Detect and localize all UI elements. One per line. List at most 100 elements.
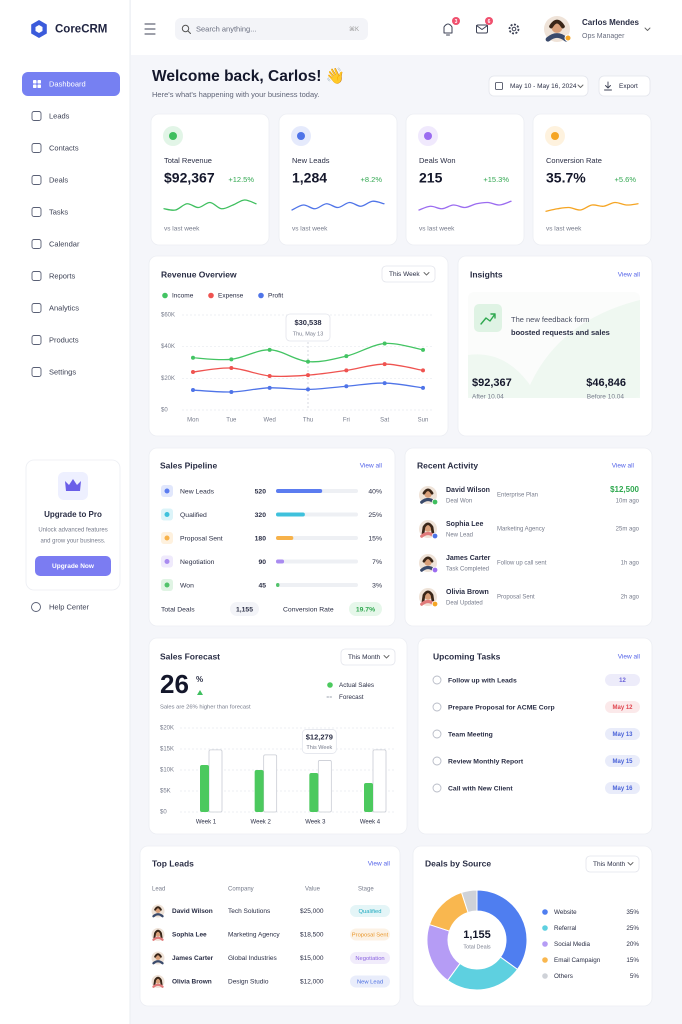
task-text[interactable]: Review Monthly Report — [448, 758, 524, 765]
kpi-sparkline — [163, 199, 257, 211]
view-all-link[interactable]: View all — [618, 654, 641, 661]
upgrade-title: Upgrade to Pro — [44, 510, 102, 519]
legend-swatch — [542, 957, 548, 963]
stage-name: New Leads — [180, 488, 215, 495]
due-pill — [605, 755, 640, 767]
x-tick-label: Week 3 — [305, 820, 326, 826]
avatar-hair — [154, 906, 162, 911]
search-box[interactable] — [175, 18, 368, 40]
view-all-link[interactable]: View all — [612, 463, 635, 470]
badge-count: 6 — [488, 19, 491, 25]
date-range: May 10 - May 16, 2024 — [510, 83, 577, 90]
x-tick-label: Week 1 — [196, 820, 217, 826]
gear-icon-center — [511, 26, 517, 32]
date-range-button[interactable] — [488, 75, 589, 97]
source-percent: 15% — [626, 957, 639, 964]
nav-item[interactable]: Tasks — [49, 207, 68, 216]
due-pill — [605, 782, 640, 794]
activity-time: 25m ago — [616, 527, 640, 533]
page-subtitle: Here's what's happening with your busine… — [152, 90, 319, 99]
view-all-link[interactable]: View all — [360, 463, 383, 470]
dropdown[interactable] — [381, 265, 436, 283]
insight-value: $46,846 — [586, 377, 626, 389]
activity-badge — [431, 498, 439, 506]
card — [532, 113, 652, 246]
forecast-bar — [208, 749, 223, 813]
avatar-body — [152, 936, 164, 941]
upgrade-button-label[interactable]: Upgrade Now — [52, 563, 95, 570]
x-tick-label: Wed — [264, 418, 276, 424]
nav-item[interactable]: Deals — [49, 175, 68, 184]
task-checkbox — [432, 675, 442, 685]
actual-bar — [364, 783, 373, 812]
export-label[interactable]: Export — [619, 83, 638, 90]
legend-swatch — [162, 292, 168, 299]
nav-item[interactable]: Settings — [49, 367, 76, 376]
donut-total-label: Total Deals — [463, 944, 490, 950]
nav-item[interactable]: Contacts — [49, 143, 79, 152]
nav-item[interactable]: Analytics — [49, 303, 79, 312]
card — [150, 113, 270, 246]
legend-label: Forecast — [339, 694, 364, 701]
tooltip-date: Thu, May 13 — [293, 331, 324, 337]
view-all-link[interactable]: View all — [618, 272, 641, 279]
donut-slice — [460, 889, 478, 914]
export-icon — [604, 81, 612, 91]
avatar-hair — [422, 488, 434, 495]
tooltip-label: This Week — [306, 745, 332, 751]
lead-value: $25,000 — [300, 908, 324, 915]
nav-icon — [31, 175, 42, 185]
kpi-note: vs last week — [164, 226, 200, 233]
stage-bar — [276, 536, 294, 540]
task-text[interactable]: Follow up with Leads — [448, 677, 517, 684]
task-text[interactable]: Call with New Client — [448, 785, 513, 792]
y-tick-label: $10K — [160, 768, 174, 774]
nav-active[interactable] — [22, 72, 120, 96]
task-text[interactable]: Team Meeting — [448, 731, 493, 738]
stage-count: 90 — [258, 559, 266, 566]
card-title: Revenue Overview — [161, 269, 237, 279]
trend-up-icon — [197, 690, 203, 695]
kpi-icon — [424, 132, 432, 140]
kpi-label: Total Revenue — [164, 156, 212, 165]
user-name: Carlos Mendes — [582, 18, 639, 27]
nav-item[interactable]: Dashboard — [49, 79, 86, 88]
help-link[interactable]: Help Center — [49, 602, 90, 611]
legend-swatch — [258, 292, 264, 299]
stage-pill — [350, 975, 390, 988]
y-tick-label: $5K — [160, 789, 171, 795]
tooltip-value: $12,279 — [306, 732, 333, 741]
kpi-sparkline — [291, 200, 385, 211]
card — [412, 845, 653, 1007]
chevron — [627, 862, 634, 866]
activity-amount: $12,500 — [610, 485, 639, 494]
dropdown[interactable] — [340, 648, 396, 666]
dropdown[interactable] — [585, 855, 640, 873]
lead-name: David Wilson — [172, 908, 213, 915]
x-tick-label: Sat — [380, 418, 389, 424]
nav-item[interactable]: Leads — [49, 111, 70, 120]
nav-icon — [33, 84, 37, 88]
upgrade-button[interactable] — [35, 556, 111, 576]
chevron — [423, 272, 430, 276]
insight-value-label: After 10.04 — [472, 394, 504, 401]
activity-name: James Carter — [446, 555, 491, 562]
gear-icon — [508, 23, 520, 35]
lead-value: $15,000 — [300, 955, 324, 962]
nav-item[interactable]: Products — [49, 335, 79, 344]
tooltip — [285, 313, 331, 342]
stage-name: Negotiation — [180, 559, 215, 566]
forecast-headline: 26 — [160, 669, 189, 699]
stage-name: Proposal Sent — [180, 535, 223, 542]
view-all-link[interactable]: View all — [368, 861, 391, 868]
nav-item[interactable]: Reports — [49, 271, 76, 280]
export-button[interactable] — [598, 75, 651, 97]
nav-item[interactable]: Calendar — [49, 239, 80, 248]
forecast-bar — [263, 754, 278, 813]
task-text[interactable]: Prepare Proposal for ACME Corp — [448, 704, 555, 711]
kpi-label: Conversion Rate — [546, 156, 602, 165]
card-title: Deals by Source — [425, 858, 491, 868]
card-title: Upcoming Tasks — [433, 651, 501, 661]
nav-icon — [31, 143, 42, 153]
